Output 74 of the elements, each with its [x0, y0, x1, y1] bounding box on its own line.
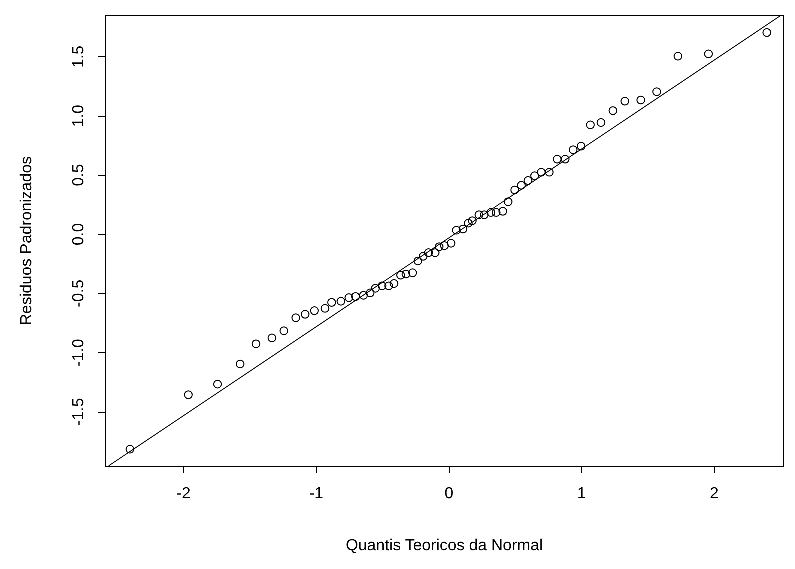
point — [517, 181, 526, 190]
point — [586, 120, 595, 130]
x-tick-label: 1 — [577, 486, 586, 502]
point — [320, 304, 330, 313]
point — [408, 268, 418, 278]
point — [446, 239, 456, 248]
point — [568, 146, 578, 154]
x-tick-label: 0 — [444, 486, 454, 502]
point — [431, 248, 440, 258]
point — [553, 155, 562, 164]
point — [636, 96, 646, 105]
point — [414, 256, 422, 266]
point — [236, 360, 245, 369]
point — [419, 252, 428, 261]
point — [537, 168, 546, 177]
y-axis-title: Residuos Padronizados — [18, 156, 36, 326]
y-tick-label: -1.0 — [70, 338, 88, 367]
point — [608, 106, 618, 116]
point — [464, 218, 473, 228]
point — [486, 208, 496, 218]
y-tick-label: 0.0 — [70, 223, 88, 246]
point — [366, 288, 375, 298]
point — [384, 282, 394, 290]
y-tick-label: 0.5 — [70, 164, 88, 186]
point — [268, 334, 277, 343]
point — [561, 155, 570, 164]
point — [280, 326, 288, 336]
point — [510, 186, 520, 195]
x-tick-label: 2 — [710, 486, 720, 502]
point — [492, 208, 501, 218]
point — [498, 207, 508, 216]
point — [576, 142, 586, 151]
point — [762, 28, 772, 38]
point — [545, 168, 554, 177]
point — [396, 271, 406, 280]
point — [126, 445, 135, 454]
point — [371, 284, 380, 293]
point — [402, 270, 411, 279]
y-tick-label: -1.5 — [70, 398, 88, 426]
point — [344, 294, 354, 302]
y-tick-label: -0.5 — [70, 280, 88, 308]
point — [292, 314, 300, 322]
point — [351, 292, 360, 302]
point — [440, 241, 450, 250]
point — [300, 310, 310, 319]
point — [390, 279, 399, 288]
point — [378, 282, 387, 290]
point — [184, 390, 193, 400]
point — [336, 297, 346, 306]
point — [434, 242, 444, 252]
point — [704, 50, 714, 58]
y-tick-label: 1.5 — [70, 46, 88, 68]
point — [424, 248, 434, 258]
point — [474, 210, 484, 220]
x-tick-label: -1 — [309, 486, 324, 502]
point — [213, 380, 222, 389]
point — [620, 97, 630, 106]
point — [310, 306, 320, 316]
x-tick-label: -2 — [176, 486, 191, 502]
point — [504, 198, 513, 206]
y-tick-label: 1.0 — [70, 104, 88, 128]
point — [458, 224, 468, 234]
point — [524, 176, 533, 186]
point — [452, 226, 461, 235]
point — [674, 52, 683, 61]
point — [530, 172, 540, 180]
point — [328, 298, 336, 308]
point — [480, 210, 489, 220]
x-axis-title: Quantis Teoricos da Normal — [346, 538, 544, 554]
point — [359, 291, 368, 300]
point — [252, 340, 261, 348]
point — [596, 118, 606, 128]
point — [652, 88, 662, 96]
point — [468, 216, 477, 226]
